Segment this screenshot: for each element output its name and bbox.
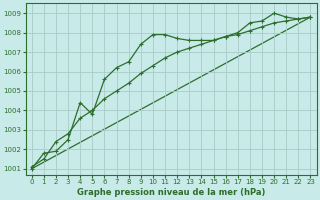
X-axis label: Graphe pression niveau de la mer (hPa): Graphe pression niveau de la mer (hPa) [77,188,265,197]
